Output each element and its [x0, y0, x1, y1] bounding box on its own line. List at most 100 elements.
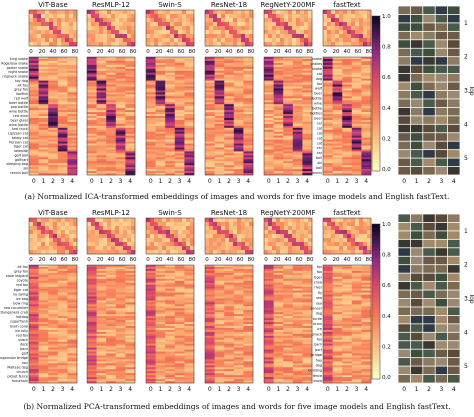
- word-row-label-0-17: cat: [317, 141, 323, 145]
- similarity-patch-0-0: [28, 9, 78, 47]
- colorbar-tick-0-2: 0.6: [382, 75, 391, 81]
- image-row-label-0-20: tiger cat: [14, 145, 29, 149]
- bottom-tick-1-4-4: 4: [305, 386, 309, 393]
- bottom-tick-1-4-1: 1: [276, 386, 280, 393]
- similarity-patch-1-0: [28, 217, 78, 255]
- model-title-1-3: ResNet-18: [211, 209, 247, 217]
- image-row-label-0-11: pop bottle: [11, 105, 28, 109]
- image-row-label-0-19: Persian cat: [9, 140, 28, 144]
- bottom-tick-0-4-3: 3: [296, 178, 300, 185]
- grid-y-tick-1-4: 5: [464, 363, 468, 370]
- grid-x-tick-1-3: 3: [439, 386, 443, 393]
- word-row-label-0-1: snakes: [310, 62, 322, 66]
- image-row-label-0-23: golfcart: [15, 158, 29, 162]
- thumbnail-grid-0: [398, 6, 460, 175]
- bottom-tick-0-3-0: 0: [208, 178, 212, 185]
- word-row-label-1-21: fence: [313, 374, 322, 378]
- bottom-tick-0-5-2: 2: [345, 178, 349, 185]
- word-row-label-1-10: turtle: [313, 317, 322, 321]
- top-tick-1-5-1: 20: [333, 257, 340, 263]
- bottom-tick-0-0-3: 3: [61, 178, 65, 185]
- word-row-label-0-18: car: [317, 146, 323, 150]
- bottom-tick-1-4-0: 0: [267, 386, 271, 393]
- word-row-label-1-14: fox: [317, 338, 322, 342]
- top-tick-1-3-3: 60: [237, 257, 244, 263]
- word-row-label-0-9: wine: [314, 102, 322, 106]
- image-row-label-1-24: picket fence: [7, 374, 28, 378]
- bottom-tick-0-2-4: 4: [187, 178, 191, 185]
- bottom-tick-1-5-0: 0: [326, 386, 330, 393]
- top-tick-0-0-2: 40: [50, 49, 57, 55]
- top-tick-0-3-3: 60: [237, 49, 244, 55]
- top-tick-0-2-3: 60: [178, 49, 185, 55]
- bottom-tick-0-1-0: 0: [90, 178, 94, 185]
- image-row-label-1-9: sea cucumber: [4, 306, 29, 310]
- top-tick-0-3-0: 0: [205, 49, 209, 55]
- top-tick-0-3-2: 40: [226, 49, 233, 55]
- grid-x-tick-1-2: 2: [427, 386, 431, 393]
- bottom-tick-0-3-4: 4: [246, 178, 250, 185]
- word-row-label-1-9: dog: [316, 312, 322, 316]
- colorbar-tick-1-2: 0.6: [382, 283, 391, 289]
- top-tick-1-4-3: 60: [296, 257, 303, 263]
- word-row-label-1-17: bridge: [311, 353, 322, 357]
- image-row-label-1-2: stole leopard: [6, 274, 28, 278]
- top-tick-0-4-4: 80: [307, 49, 314, 55]
- word-row-label-0-21: ski: [317, 161, 322, 165]
- top-tick-1-2-3: 60: [178, 257, 185, 263]
- top-tick-1-3-0: 0: [205, 257, 209, 263]
- model-title-1-2: Swin-S: [158, 209, 182, 217]
- bottom-tick-0-1-4: 4: [128, 178, 132, 185]
- bottom-tick-1-2-3: 3: [178, 386, 182, 393]
- word-row-label-1-4: river: [314, 286, 322, 290]
- grid-y-tick-0-3: 4: [464, 121, 468, 128]
- word-row-label-0-6: wolf: [315, 87, 323, 91]
- model-title-0-3: ResNet-18: [211, 1, 247, 9]
- bottom-tick-1-1-0: 0: [90, 386, 94, 393]
- grid-x-tick-0-1: 1: [415, 178, 419, 185]
- image-row-label-0-26: tennis ball: [10, 171, 28, 175]
- image-row-label-1-17: dock: [20, 343, 28, 347]
- bottom-tick-0-0-4: 4: [70, 178, 74, 185]
- colorbar-tick-1-5: 0.0: [382, 375, 391, 381]
- grid-top-label-0: Top: [468, 84, 474, 95]
- image-row-label-0-4: ringneck snake: [2, 75, 28, 79]
- word-row-label-0-8: bottle: [312, 97, 322, 101]
- colorbar-tick-0-1: 0.8: [382, 45, 391, 51]
- similarity-patch-0-2: [145, 9, 195, 47]
- bottom-tick-1-1-3: 3: [119, 386, 123, 393]
- bottom-tick-1-2-4: 4: [187, 386, 191, 393]
- image-row-label-0-7: grey fox: [14, 88, 28, 92]
- bottom-tick-1-2-0: 0: [149, 386, 153, 393]
- image-row-label-0-0: king snake: [10, 57, 28, 61]
- bottom-tick-0-2-0: 0: [149, 178, 153, 185]
- bottom-tick-0-4-4: 4: [305, 178, 309, 185]
- image-row-label-1-15: red fox: [16, 333, 28, 337]
- top-tick-0-1-4: 80: [130, 49, 137, 55]
- top-tick-1-2-4: 80: [189, 257, 196, 263]
- image-row-label-0-22: golf ball: [14, 153, 28, 157]
- top-tick-1-1-1: 20: [97, 257, 104, 263]
- top-tick-0-2-1: 20: [156, 49, 163, 55]
- word-row-label-1-20: building: [308, 369, 322, 373]
- top-tick-1-3-2: 40: [226, 257, 233, 263]
- colorbar-tick-1-0: 1.0: [382, 222, 391, 228]
- bottom-tick-0-5-4: 4: [364, 178, 368, 185]
- image-row-label-0-12: wine bottle: [9, 110, 28, 114]
- heatmap-0-3: [204, 56, 254, 176]
- word-row-label-0-2: snake: [312, 67, 322, 71]
- bottom-tick-0-2-3: 3: [178, 178, 182, 185]
- top-tick-1-3-1: 20: [215, 257, 222, 263]
- bottom-tick-1-0-0: 0: [32, 386, 36, 393]
- top-tick-0-5-1: 20: [333, 49, 340, 55]
- word-row-label-0-0: snake: [312, 57, 322, 61]
- word-row-label-0-12: beer: [314, 116, 322, 120]
- bottom-tick-1-1-1: 1: [99, 386, 103, 393]
- image-row-label-1-4: red fox: [16, 283, 28, 287]
- top-tick-0-4-2: 40: [285, 49, 292, 55]
- model-title-0-2: Swin-S: [158, 1, 182, 9]
- image-row-label-1-6: no swing: [13, 292, 28, 296]
- word-row-label-1-12: ice: [317, 327, 322, 331]
- bottom-tick-0-1-1: 1: [99, 178, 103, 185]
- top-tick-0-1-1: 20: [97, 49, 104, 55]
